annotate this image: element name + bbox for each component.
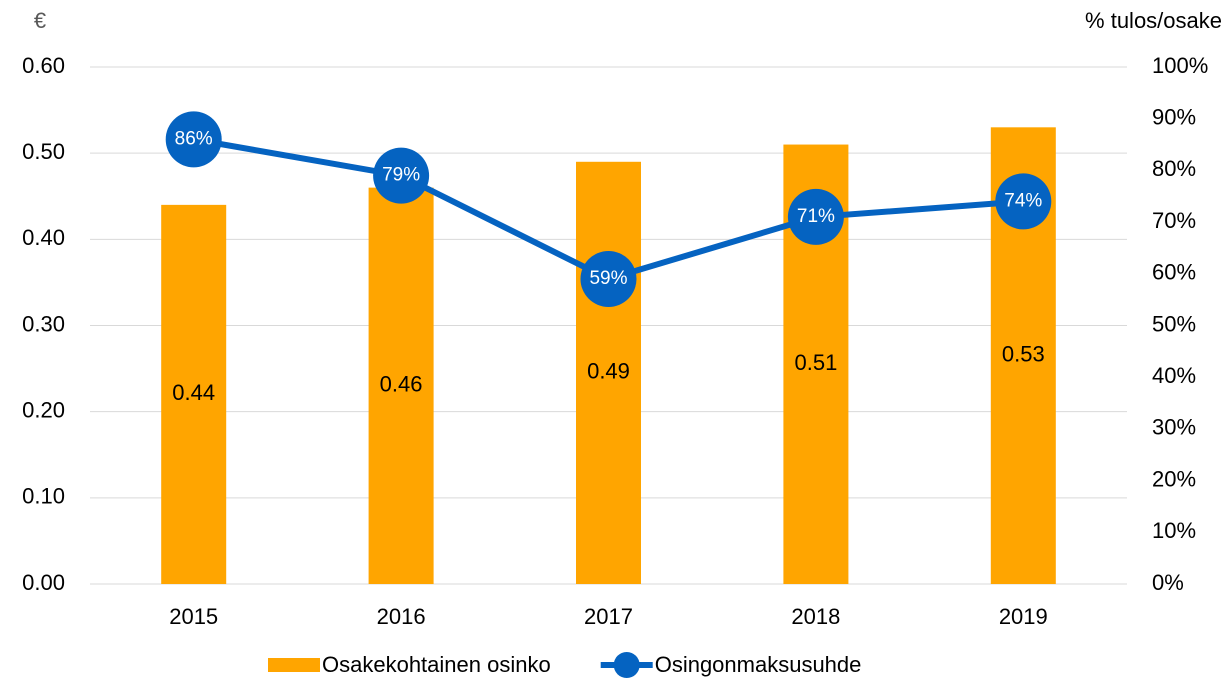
bar [161,204,227,584]
line-value-label: 59% [589,268,627,289]
y2-tick-label: 100% [1152,53,1208,78]
y-axis-label: € [34,8,46,33]
y-tick-label: 0.10 [22,484,65,509]
line-value-label: 74% [1004,190,1042,211]
x-tick-label: 2016 [377,604,426,629]
x-tick-label: 2015 [169,604,218,629]
bar-value-label: 0.46 [380,372,423,397]
legend-label: Osakekohtainen osinko [322,652,551,677]
y2-tick-label: 70% [1152,208,1196,233]
line-marker [787,188,844,245]
y-tick-label: 0.30 [22,311,65,336]
line-marker [580,250,637,307]
bar-value-label: 0.44 [172,380,215,405]
y2-axis-label: % tulos/osake [1085,8,1222,33]
line-marker [165,111,222,168]
y2-tick-label: 80% [1152,156,1196,181]
y-tick-label: 0.20 [22,397,65,422]
line-value-label: 86% [175,128,213,149]
y-tick-label: 0.60 [22,53,65,78]
bar [368,187,434,584]
line-value-label: 71% [797,206,835,227]
y2-tick-label: 60% [1152,260,1196,285]
bar-value-label: 0.51 [794,350,837,375]
x-tick-label: 2017 [584,604,633,629]
bar-value-label: 0.49 [587,359,630,384]
line-marker [995,173,1052,230]
line-value-label: 79% [382,165,420,186]
legend-swatch [613,652,640,678]
x-tick-label: 2018 [791,604,840,629]
y2-tick-label: 40% [1152,363,1196,388]
y2-tick-label: 20% [1152,466,1196,491]
y2-tick-label: 90% [1152,105,1196,130]
y2-tick-label: 0% [1152,570,1184,595]
y2-tick-label: 50% [1152,311,1196,336]
line-marker [373,147,430,204]
y2-tick-label: 10% [1152,518,1196,543]
y2-tick-label: 30% [1152,415,1196,440]
x-tick-label: 2019 [999,604,1048,629]
bar-value-label: 0.53 [1002,341,1045,366]
y-tick-label: 0.40 [22,225,65,250]
y-tick-label: 0.50 [22,139,65,164]
y-tick-label: 0.00 [22,570,65,595]
legend-label: Osingonmaksusuhde [655,652,862,677]
bar [576,161,641,585]
legend-swatch [268,658,320,672]
